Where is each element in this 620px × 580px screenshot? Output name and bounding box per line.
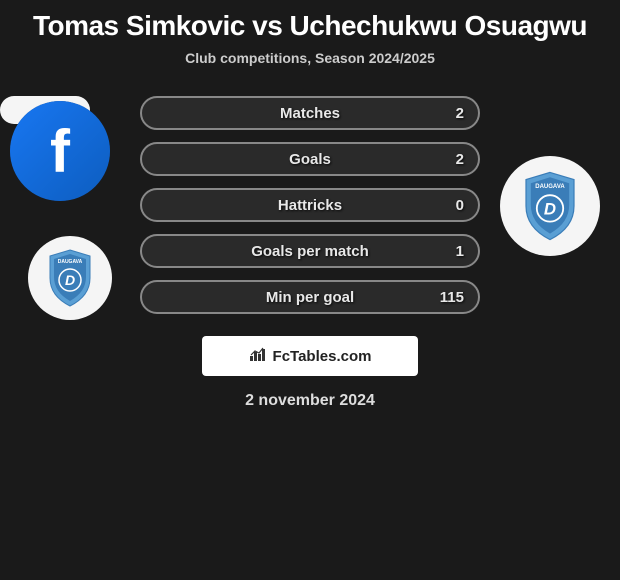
stat-label: Goals xyxy=(289,151,331,168)
comparison-content: f DAUGAVA D DAUGAVA D Matches xyxy=(0,96,620,456)
stat-value: 0 xyxy=(456,197,464,214)
stat-label: Min per goal xyxy=(266,289,354,306)
stat-row: Goals 2 xyxy=(140,142,480,176)
stat-value: 1 xyxy=(456,243,464,260)
club-badge-right: DAUGAVA D xyxy=(500,156,600,256)
subtitle: Club competitions, Season 2024/2025 xyxy=(0,50,620,66)
facebook-icon: f xyxy=(10,101,110,201)
chart-icon xyxy=(249,346,267,367)
stat-row: Goals per match 1 xyxy=(140,234,480,268)
stat-value: 115 xyxy=(440,289,464,306)
svg-text:DAUGAVA: DAUGAVA xyxy=(535,184,565,190)
stat-value: 2 xyxy=(456,105,464,122)
player-left-avatar: f xyxy=(10,101,110,201)
shield-icon: DAUGAVA D xyxy=(520,170,580,242)
shield-icon: DAUGAVA D xyxy=(45,248,95,308)
brand-text: FcTables.com xyxy=(273,348,372,365)
club-badge-left: DAUGAVA D xyxy=(28,236,112,320)
page-title: Tomas Simkovic vs Uchechukwu Osuagwu xyxy=(0,0,620,50)
svg-text:D: D xyxy=(544,199,556,218)
date-text: 2 november 2024 xyxy=(245,392,375,410)
brand-badge: FcTables.com xyxy=(202,336,418,376)
stat-row: Min per goal 115 xyxy=(140,280,480,314)
svg-text:DAUGAVA: DAUGAVA xyxy=(58,259,83,265)
svg-text:D: D xyxy=(65,272,75,288)
stat-label: Matches xyxy=(280,105,340,122)
stat-value: 2 xyxy=(456,151,464,168)
stat-label: Goals per match xyxy=(251,243,369,260)
stat-row: Hattricks 0 xyxy=(140,188,480,222)
stat-label: Hattricks xyxy=(278,197,342,214)
stats-list: Matches 2 Goals 2 Hattricks 0 Goals per … xyxy=(140,96,480,326)
stat-row: Matches 2 xyxy=(140,96,480,130)
